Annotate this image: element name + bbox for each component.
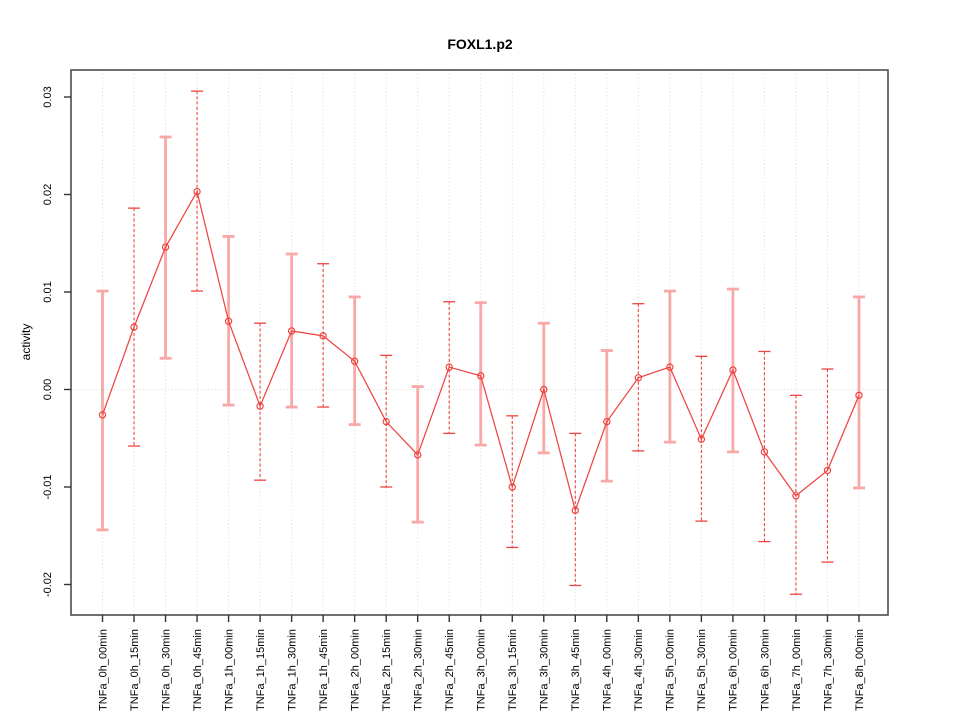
data-point: [161, 243, 170, 251]
x-tick-label: TNFa_6h_30min: [759, 629, 771, 711]
x-tick-label: TNFa_3h_30min: [539, 629, 551, 711]
data-point: [130, 323, 138, 331]
plot-frame: [70, 69, 889, 616]
data-point: [350, 357, 359, 365]
x-tick-label: TNFa_4h_00min: [602, 629, 614, 711]
y-tick-label: 0.01: [42, 281, 54, 302]
x-tick-label: TNFa_3h_45min: [570, 629, 582, 711]
x-tick-label: TNFa_7h_00min: [791, 629, 803, 711]
data-point: [319, 332, 327, 340]
x-tick-label: TNFa_5h_30min: [696, 629, 708, 711]
data-point: [414, 451, 422, 459]
x-tick-label: TNFa_2h_15min: [381, 629, 393, 711]
x-tick-label: TNFa_4h_30min: [633, 629, 645, 711]
data-point: [697, 435, 706, 443]
data-point: [603, 417, 611, 426]
x-tick-label: TNFa_0h_15min: [129, 629, 141, 711]
chart-title: FOXL1.p2: [447, 36, 513, 52]
data-point: [224, 317, 233, 325]
data-point: [855, 391, 863, 400]
x-tick-label: TNFa_2h_45min: [444, 629, 456, 711]
data-point: [760, 448, 769, 456]
x-tick-label: TNFa_3h_00min: [476, 629, 488, 711]
x-tick-label: TNFa_3h_15min: [507, 629, 519, 711]
y-tick-label: -0.01: [42, 474, 54, 499]
data-point: [634, 374, 643, 382]
x-tick-label: TNFa_0h_30min: [160, 629, 172, 711]
x-tick-label: TNFa_8h_00min: [854, 629, 866, 711]
data-point: [571, 506, 580, 515]
data-point: [477, 372, 485, 380]
x-tick-label: TNFa_1h_45min: [318, 629, 330, 711]
x-tick-label: TNFa_6h_00min: [728, 629, 740, 711]
x-tick-label: TNFa_1h_15min: [255, 629, 267, 711]
data-point: [382, 417, 390, 426]
data-point: [792, 492, 800, 500]
x-tick-label: TNFa_2h_00min: [350, 629, 362, 711]
x-tick-label: TNFa_0h_45min: [192, 629, 204, 711]
x-tick-label: TNFa_2h_30min: [413, 629, 425, 711]
y-tick-label: 0.02: [42, 184, 54, 205]
data-point: [287, 327, 296, 335]
data-point: [823, 466, 832, 475]
x-tick-label: TNFa_5h_00min: [665, 629, 677, 711]
data-point: [256, 402, 264, 410]
data-point: [193, 187, 201, 196]
data-point: [729, 366, 737, 374]
y-tick-label: 0.00: [42, 379, 54, 400]
x-tick-label: TNFa_1h_00min: [223, 629, 235, 711]
data-point: [540, 385, 548, 394]
data-point: [666, 363, 674, 371]
y-axis-label: activity: [19, 323, 33, 361]
data-point: [445, 363, 453, 371]
series-line: [101, 189, 860, 513]
data-point: [508, 483, 516, 491]
y-tick-label: 0.03: [42, 86, 54, 107]
x-tick-label: TNFa_0h_00min: [97, 629, 109, 711]
data-point: [98, 411, 107, 419]
x-tick-label: TNFa_1h_30min: [286, 629, 298, 711]
x-tick-label: TNFa_7h_30min: [822, 629, 834, 711]
y-tick-label: -0.02: [42, 572, 54, 597]
